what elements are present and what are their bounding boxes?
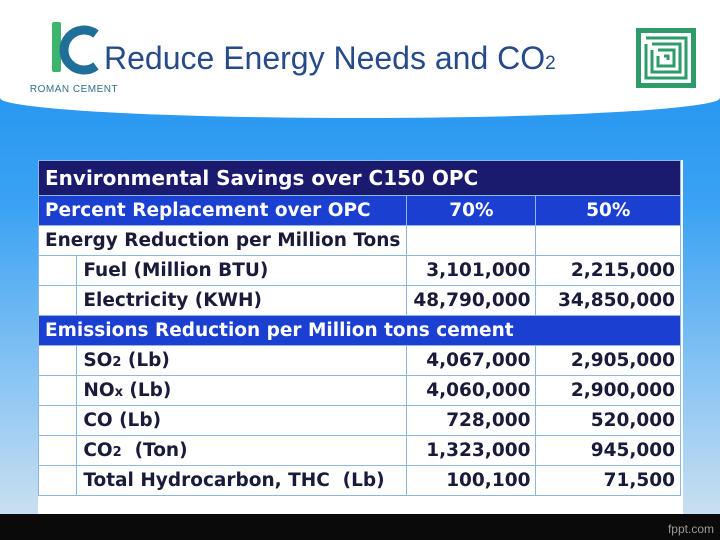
header-label: Percent Replacement over OPC [37, 195, 408, 226]
energy-section-row: Energy Reduction per Million Tons [37, 225, 681, 256]
table-row: Fuel (Million BTU) 3,101,000 2,215,000 [37, 255, 681, 286]
title-subscript: 2 [545, 53, 556, 74]
label-unit: (Lb) [121, 350, 170, 371]
indent-cell [37, 465, 78, 496]
table-title-row: Environmental Savings over C150 OPC [38, 160, 681, 196]
slide-header: ROMAN CEMENT Reduce Energy Needs and CO2 [0, 0, 720, 118]
row-label: SO2 (Lb) [76, 345, 408, 376]
empty-cell [406, 225, 537, 256]
value-70: 4,060,000 [406, 375, 537, 406]
value-70: 48,790,000 [406, 285, 537, 316]
footer-watermark: fppt.com [667, 522, 714, 536]
value-70: 1,323,000 [406, 435, 537, 466]
label-subscript: x [114, 385, 123, 400]
row-label: NOx (Lb) [76, 375, 408, 406]
roman-cement-logo: ROMAN CEMENT [18, 18, 130, 98]
header-col-50: 50% [535, 195, 681, 226]
row-label: CO2 (Ton) [76, 435, 408, 466]
emissions-section-row: Emissions Reduction per Million tons cem… [38, 315, 681, 346]
indent-cell [37, 345, 78, 376]
header-col-70: 70% [406, 195, 537, 226]
row-label: Fuel (Million BTU) [76, 255, 408, 286]
row-label: CO (Lb) [76, 405, 408, 436]
table-row: Total Hydrocarbon, THC (Lb) 100,100 71,5… [37, 465, 681, 496]
indent-cell [37, 285, 78, 316]
value-70: 728,000 [406, 405, 537, 436]
value-50: 71,500 [535, 465, 681, 496]
value-50: 2,215,000 [535, 255, 681, 286]
value-50: 34,850,000 [535, 285, 681, 316]
label-subscript: 2 [112, 355, 122, 370]
value-50: 945,000 [535, 435, 681, 466]
value-70: 3,101,000 [406, 255, 537, 286]
label-unit: (Ton) [121, 440, 188, 461]
row-label: Electricity (KWH) [76, 285, 408, 316]
logo-mark-icon [52, 22, 99, 75]
label-main: CO [83, 440, 113, 461]
row-label: Total Hydrocarbon, THC (Lb) [76, 465, 408, 496]
slide-background: ROMAN CEMENT Reduce Energy Needs and CO2… [0, 0, 720, 514]
title-main: Reduce Energy Needs and CO [104, 40, 546, 76]
label-main: CO (Lb) [83, 410, 162, 431]
value-70: 4,067,000 [406, 345, 537, 376]
table-header-row: Percent Replacement over OPC 70% 50% [37, 195, 681, 226]
table-row: CO2 (Ton) 1,323,000 945,000 [37, 435, 681, 466]
label-main: Total Hydrocarbon, THC (Lb) [83, 470, 385, 491]
table-title: Environmental Savings over C150 OPC [38, 160, 681, 196]
slide-title: Reduce Energy Needs and CO2 [104, 40, 556, 77]
logo-text: ROMAN CEMENT [29, 84, 119, 95]
label-unit: (Lb) [122, 380, 172, 401]
label-subscript: 2 [112, 445, 122, 460]
label-main: SO [83, 350, 113, 371]
indent-cell [37, 255, 78, 286]
table-row: Electricity (KWH) 48,790,000 34,850,000 [37, 285, 681, 316]
value-70: 100,100 [406, 465, 537, 496]
indent-cell [37, 375, 78, 406]
empty-cell [535, 225, 681, 256]
energy-section-label: Energy Reduction per Million Tons [37, 225, 408, 256]
savings-table-container: Environmental Savings over C150 OPC Perc… [37, 160, 683, 514]
value-50: 2,900,000 [535, 375, 681, 406]
savings-table: Environmental Savings over C150 OPC Perc… [37, 160, 681, 496]
maze-emblem-icon [636, 28, 696, 88]
indent-cell [37, 435, 78, 466]
table-row: CO (Lb) 728,000 520,000 [37, 405, 681, 436]
table-row: NOx (Lb) 4,060,000 2,900,000 [37, 375, 681, 406]
emissions-section-label: Emissions Reduction per Million tons cem… [38, 315, 681, 346]
label-main: NO [83, 380, 115, 401]
indent-cell [37, 405, 78, 436]
value-50: 2,905,000 [535, 345, 681, 376]
value-50: 520,000 [535, 405, 681, 436]
table-row: SO2 (Lb) 4,067,000 2,905,000 [37, 345, 681, 376]
